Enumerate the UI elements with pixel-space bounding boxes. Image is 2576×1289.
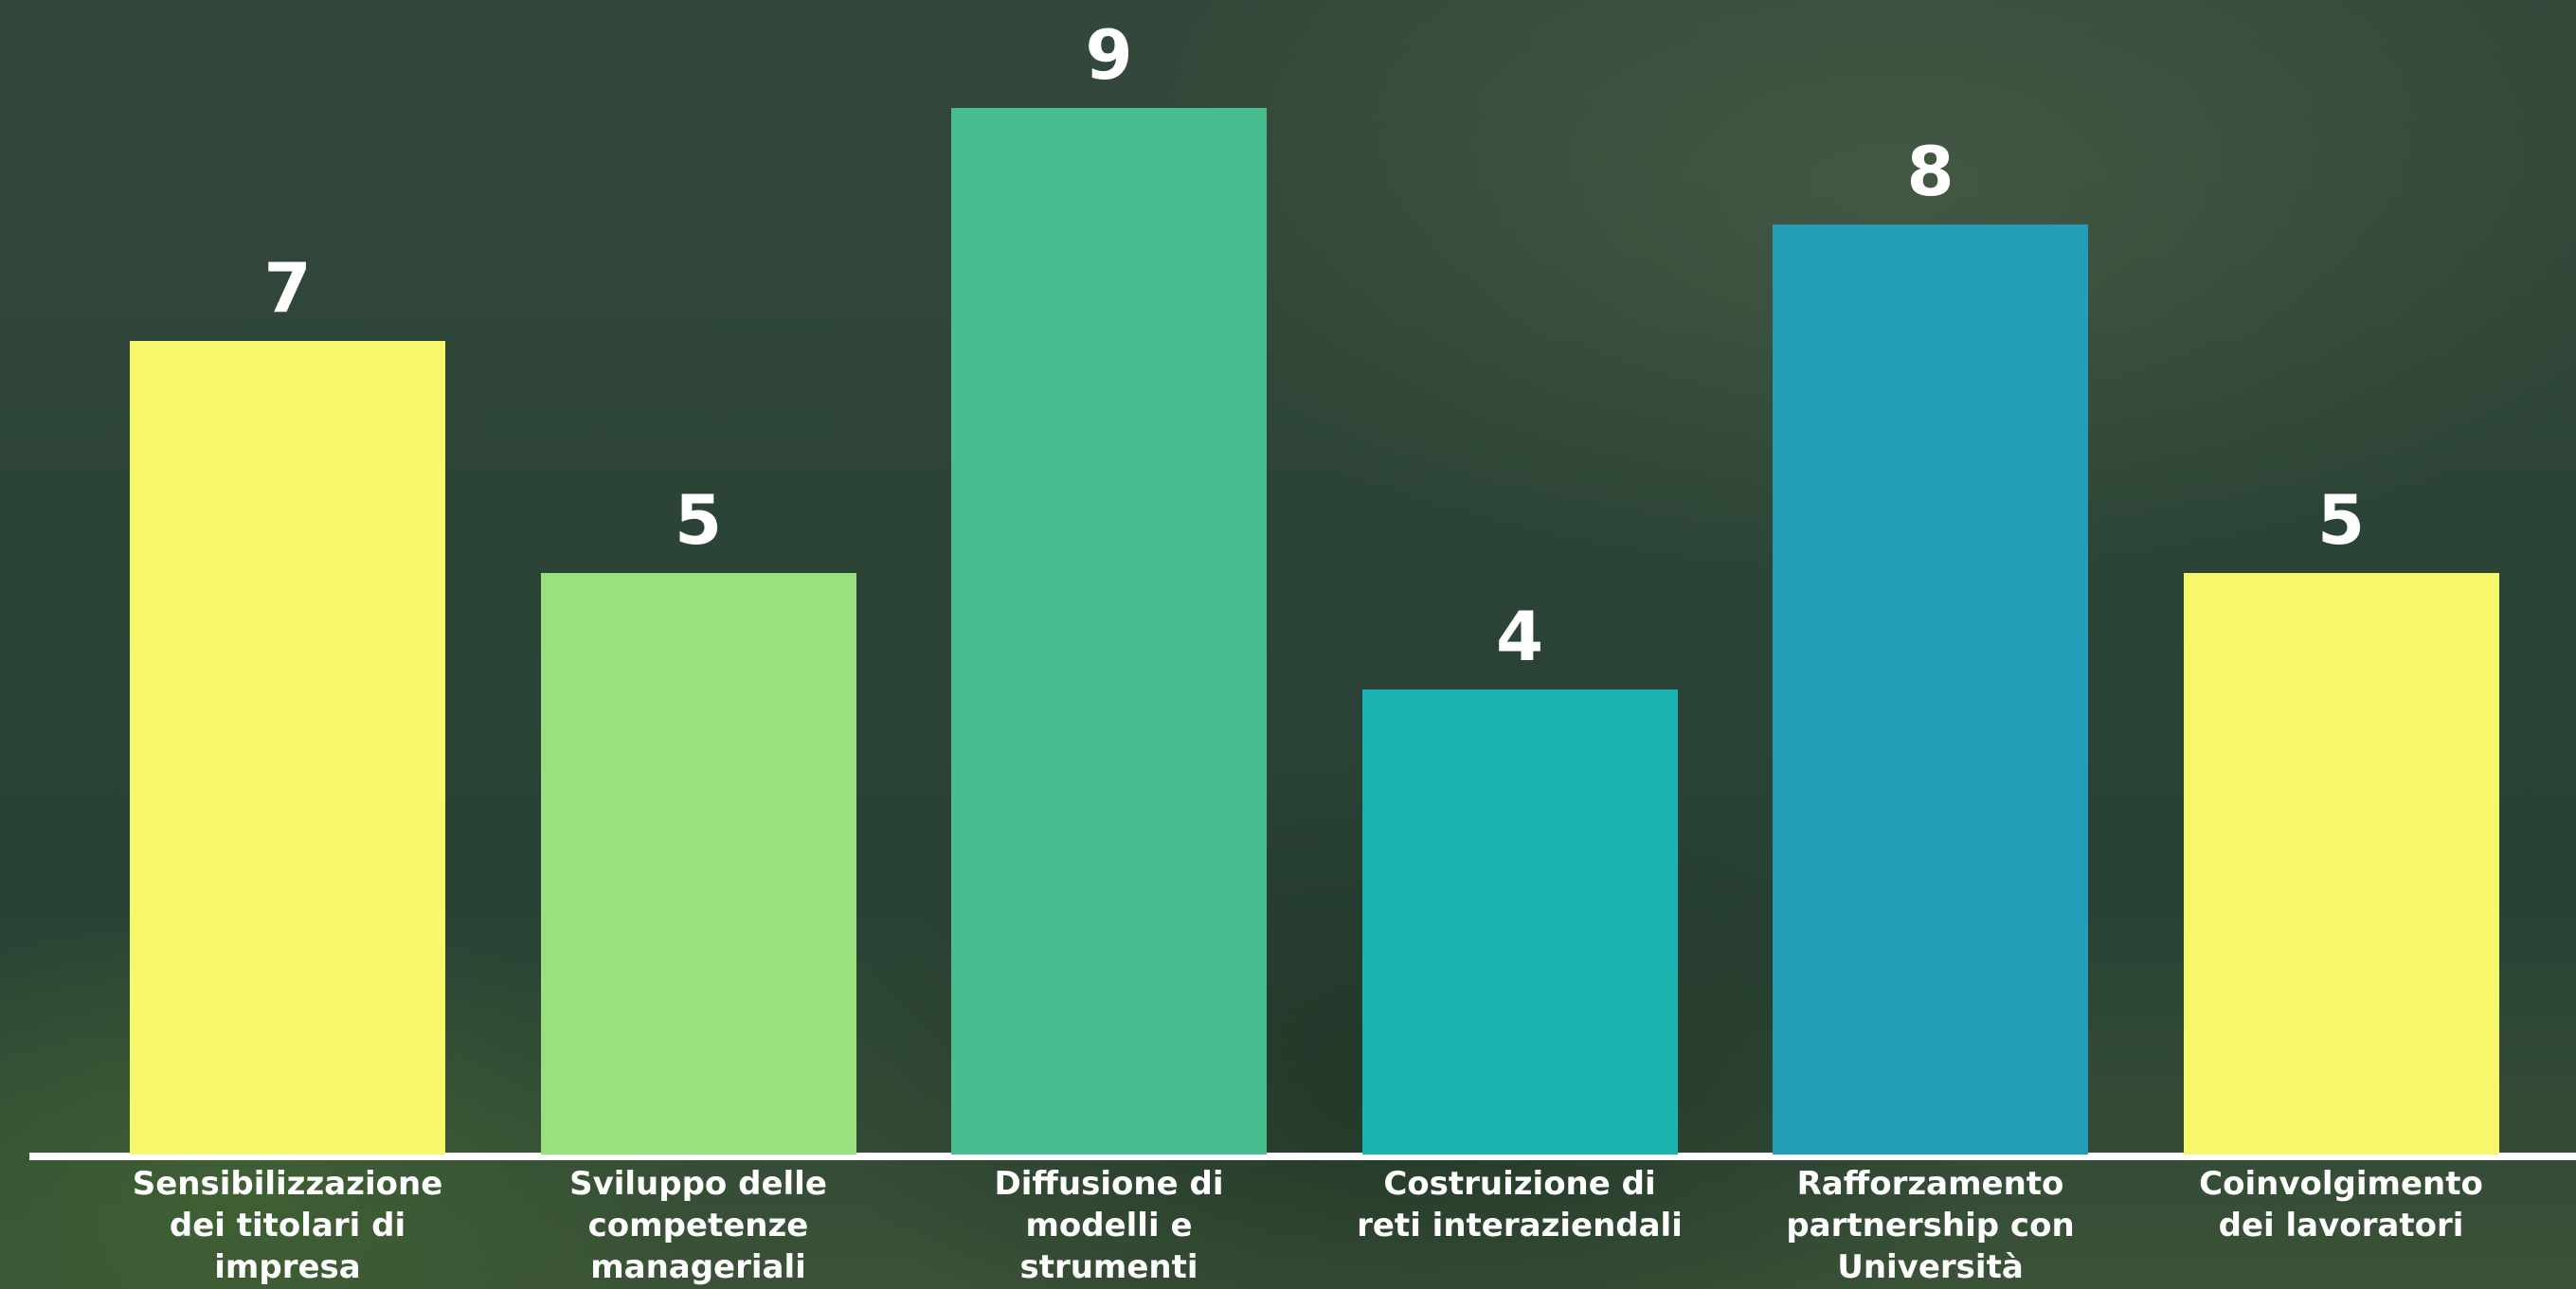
category-label: Costruizione di reti interaziendali [1349, 1163, 1690, 1246]
value-label: 8 [1773, 134, 2088, 209]
bar [951, 108, 1267, 1155]
value-label: 9 [951, 17, 1267, 93]
chart: 7 Sensibilizzazione dei titolari di impre… [0, 0, 2576, 1289]
category-label: Sviluppo delle competenze manageriali [528, 1163, 869, 1288]
category-label: Rafforzamento partnership con Università [1760, 1163, 2101, 1288]
bar [541, 573, 856, 1155]
category-label: Sensibilizzazione dei titolari di impres… [117, 1163, 459, 1288]
bar [1773, 224, 2088, 1155]
category-label: Coinvolgimento dei lavoratori [2171, 1163, 2512, 1246]
category-label: Diffusione di modelli e strumenti [939, 1163, 1280, 1288]
value-label: 4 [1362, 599, 1678, 674]
bar [1362, 689, 1678, 1155]
bar [2184, 573, 2499, 1155]
value-label: 5 [541, 482, 856, 558]
bar [130, 341, 445, 1155]
value-label: 5 [2184, 482, 2499, 558]
value-label: 7 [130, 250, 445, 326]
